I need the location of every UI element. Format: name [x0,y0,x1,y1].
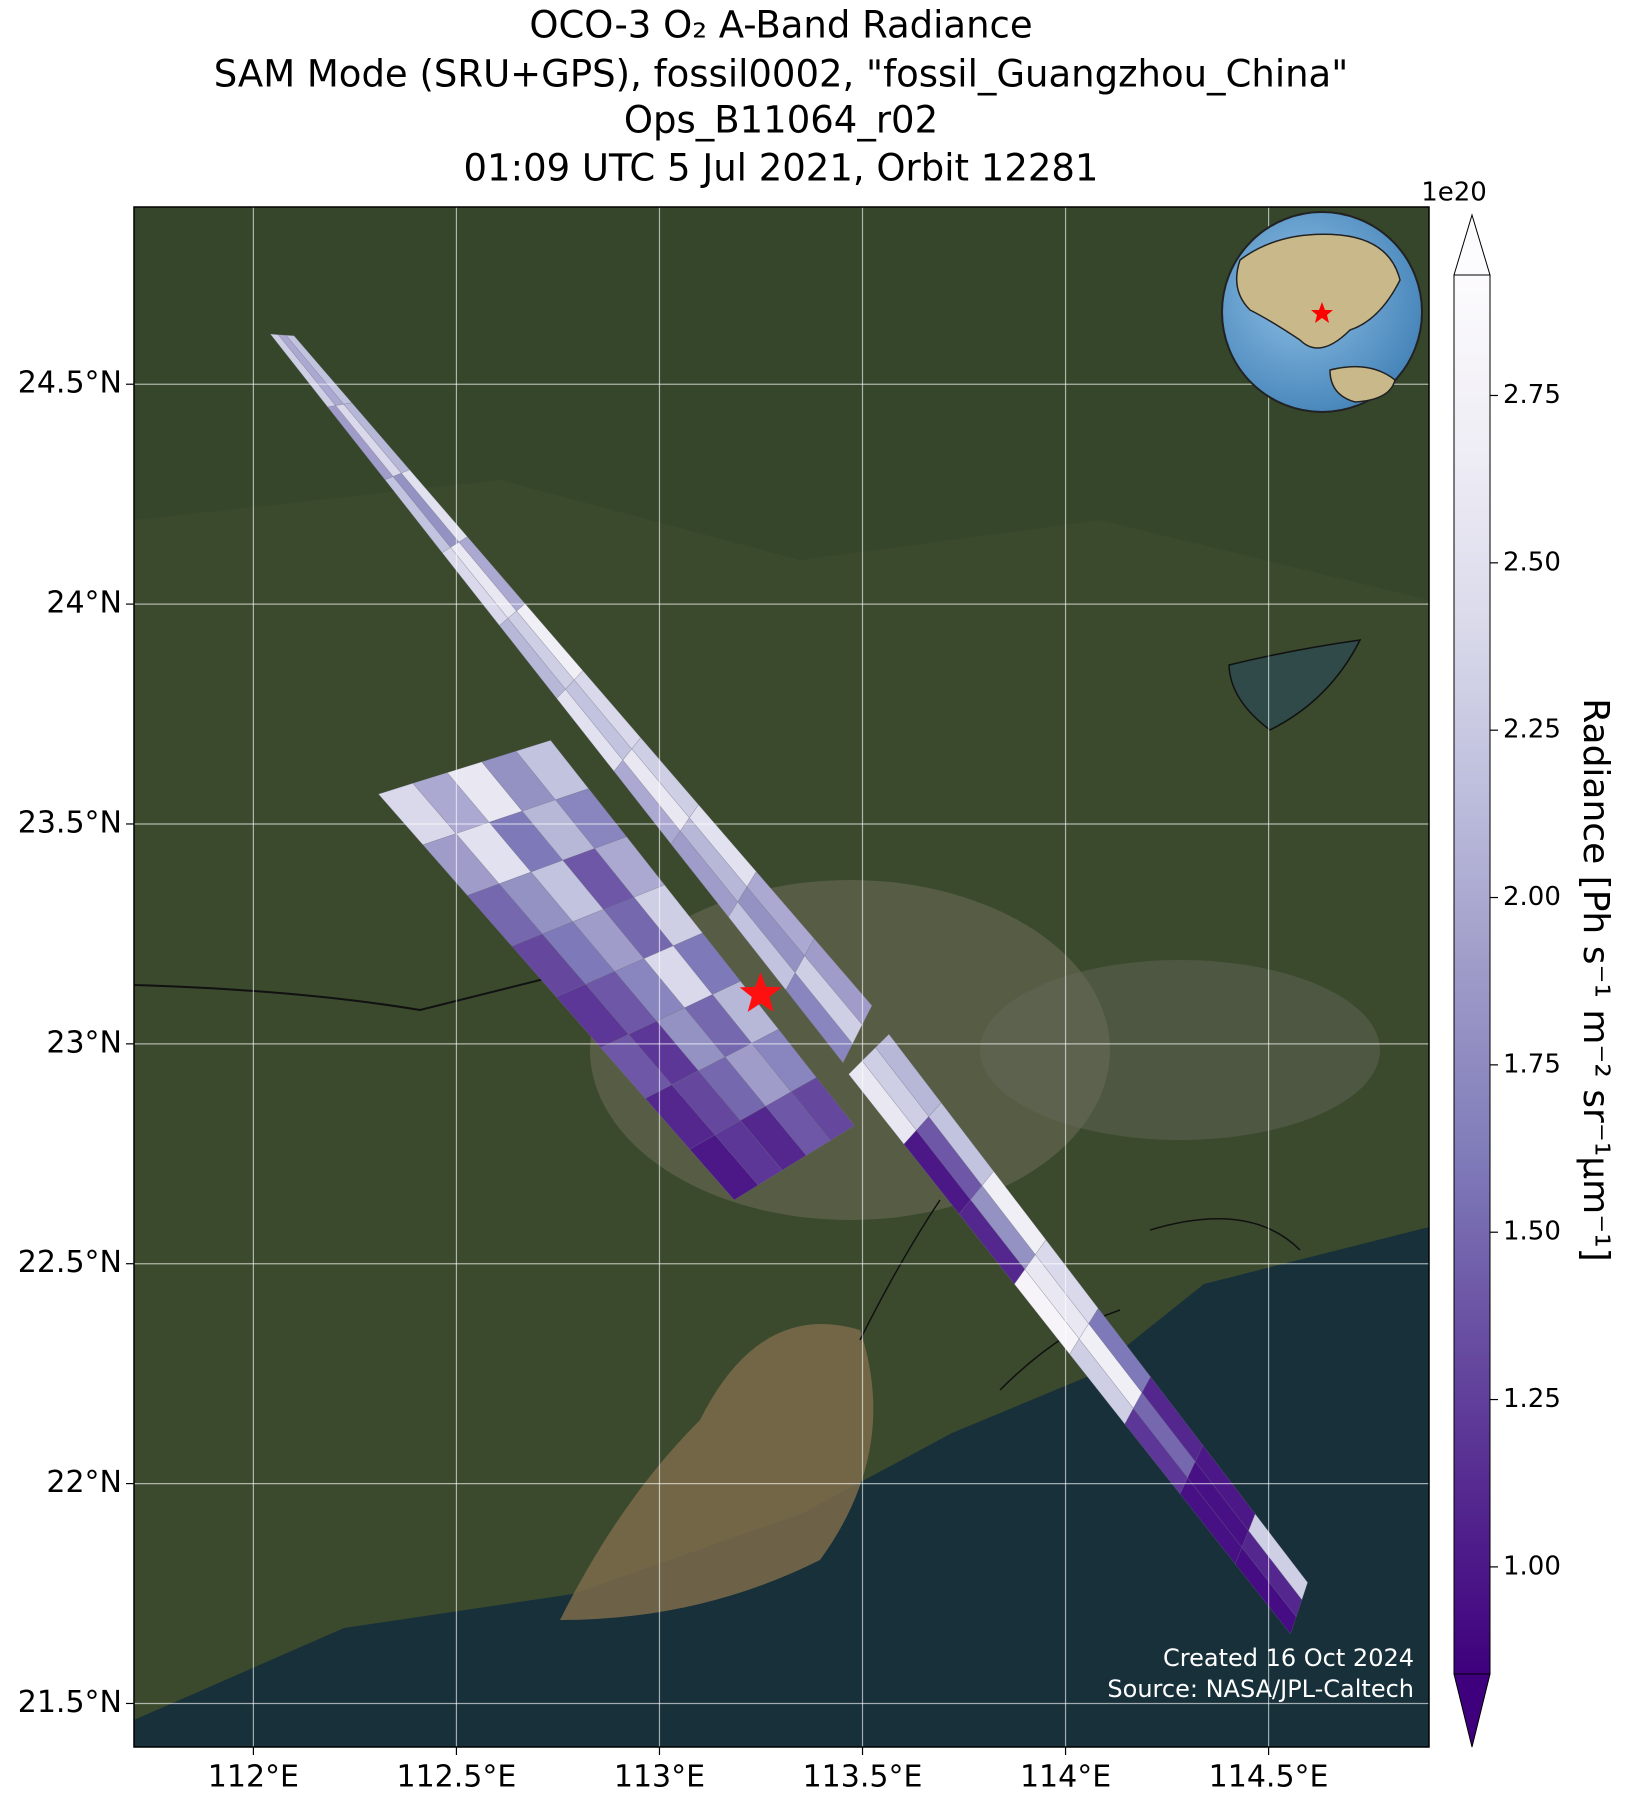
colorbar: 1e20 Radiance [Ph s⁻¹ m⁻² sr⁻¹μm⁻¹] 1.00… [1421,178,1616,1748]
x-tick-label: 113.5°E [803,1760,923,1795]
map-frame [133,206,1430,1748]
swath-cell [790,1077,855,1141]
urban-area [980,960,1380,1140]
x-tick-label: 114°E [1020,1760,1111,1795]
x-tick-label: 112.5°E [397,1760,517,1795]
globe-star [1311,302,1333,323]
x-tick-label: 113°E [614,1760,705,1795]
title-line: SAM Mode (SRU+GPS), fossil0002, "fossil_… [214,53,1349,96]
mountains [134,207,1429,600]
colorbar-extend-top [1453,213,1491,276]
colorbar-tick-label: 1.75 [1503,1049,1561,1079]
swath-cell [1248,1513,1308,1601]
title-line: OCO-3 O₂ A-Band Radiance [529,4,1032,47]
colorbar-tick-label: 2.50 [1503,547,1561,577]
colorbar-tick-label: 2.00 [1503,882,1561,912]
grid-layer [134,207,1429,1747]
x-tick-label: 112°E [208,1760,299,1795]
y-tick-label: 22°N [46,1465,122,1500]
x-tick-label: 114.5°E [1209,1760,1329,1795]
target-star [739,972,782,1012]
title-line: Ops_B11064_r02 [624,99,938,142]
globe-land [1235,233,1401,349]
y-tick-label: 24.5°N [18,366,122,401]
colorbar-body [1453,274,1491,1675]
colorbar-tick-label: 1.00 [1503,1551,1561,1581]
colorbar-tick-label: 1.50 [1503,1217,1561,1247]
sea [134,1227,1429,1747]
colorbar-tick-label: 1.25 [1503,1384,1561,1414]
title-line: 01:09 UTC 5 Jul 2021, Orbit 12281 [464,147,1099,190]
inset-globe [1221,211,1423,413]
swath-layer [269,333,1308,1635]
swath-cell [804,938,873,1026]
colorbar-label: Radiance [Ph s⁻¹ m⁻² sr⁻¹μm⁻¹] [1575,698,1616,1261]
footer-text: Created 16 Oct 2024 [1163,1644,1414,1672]
footer-text: Source: NASA/JPL-Caltech [1107,1675,1414,1703]
y-tick-label: 23.5°N [18,805,122,840]
colorbar-tick-label: 2.75 [1503,380,1561,410]
reservoir [1228,639,1362,731]
y-tick-label: 24°N [46,586,122,621]
y-tick-label: 23°N [46,1025,122,1060]
colorbar-extend-bottom [1453,1673,1491,1748]
globe-land [1329,365,1396,403]
colorbar-offset: 1e20 [1421,178,1487,208]
y-tick-label: 22.5°N [18,1245,122,1280]
colorbar-tick-label: 2.25 [1503,715,1561,745]
estuary [560,1324,874,1620]
y-tick-label: 21.5°N [18,1685,122,1720]
